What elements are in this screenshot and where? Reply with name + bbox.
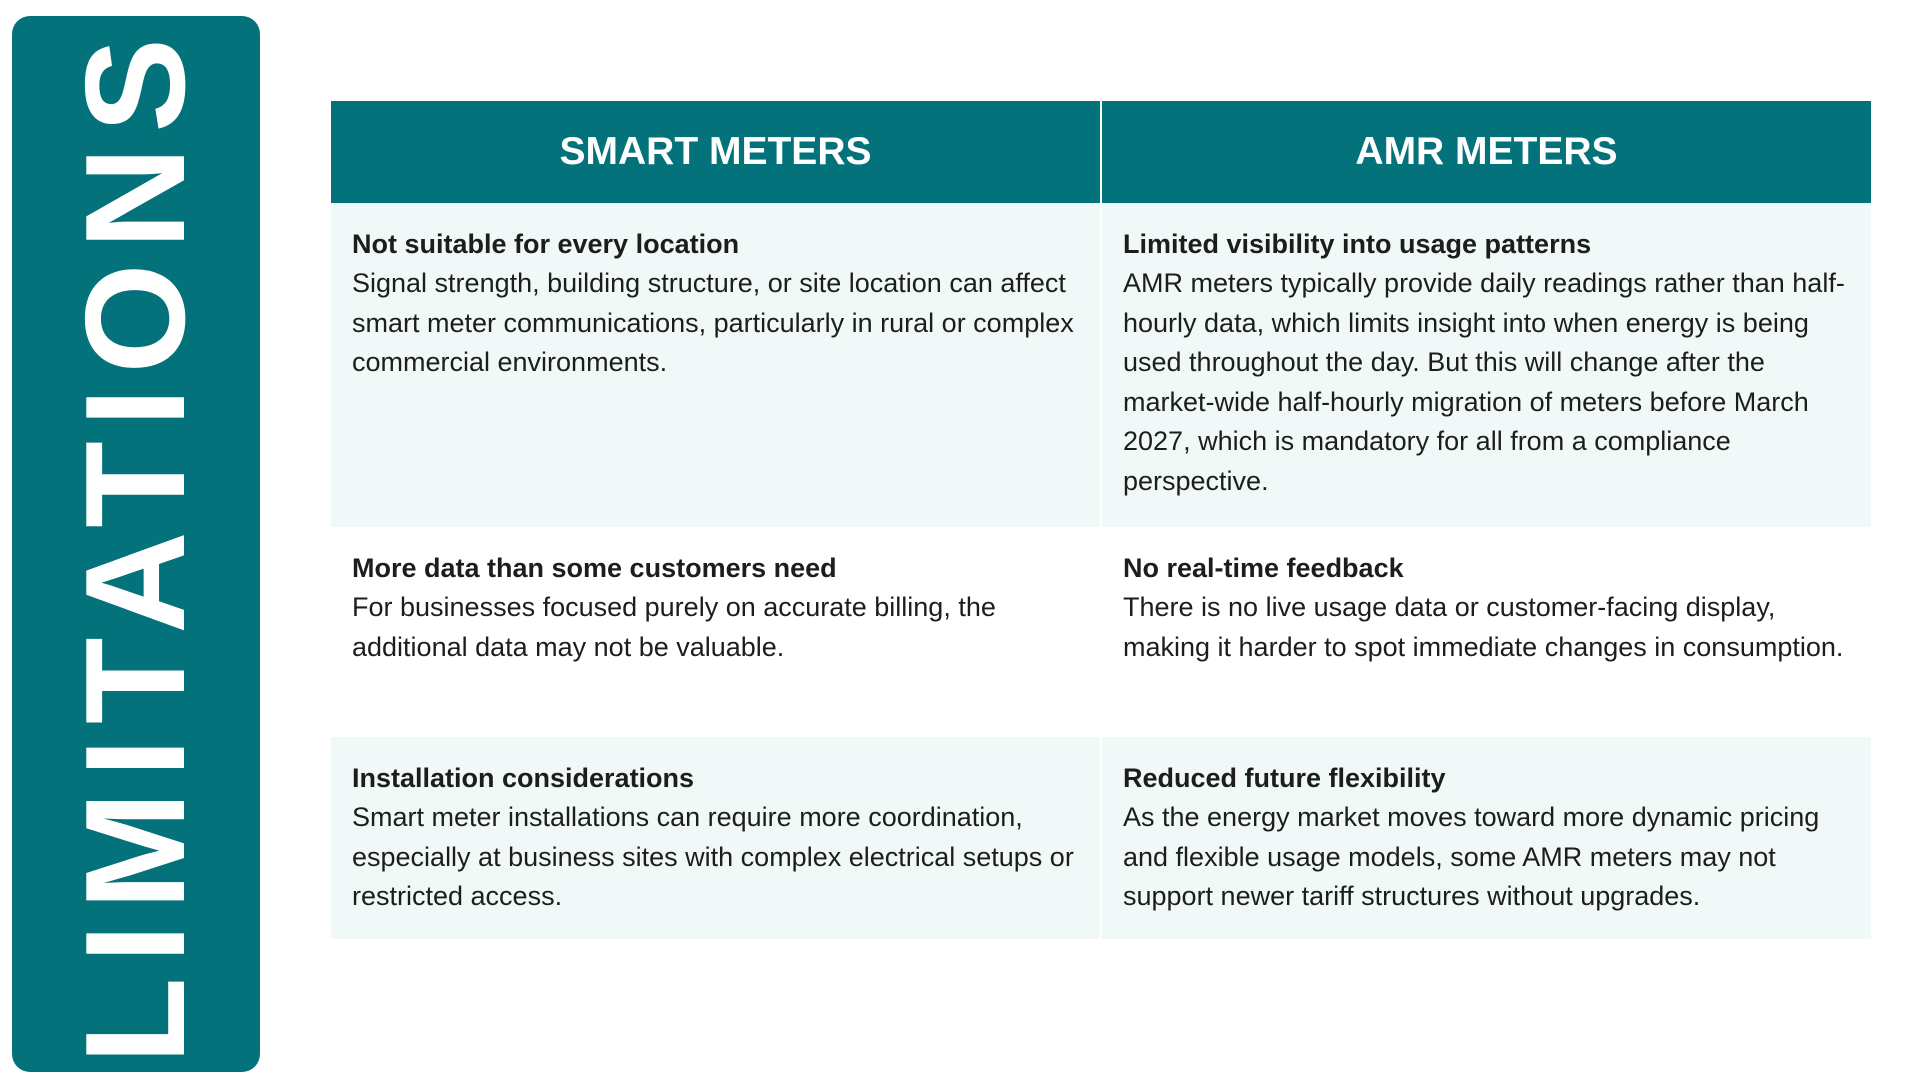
cell-title: Not suitable for every location [352,229,740,259]
column-divider [1100,101,1102,203]
cell-title: Reduced future flexibility [1123,763,1446,793]
table-cell-amr: Limited visibility into usage patterns A… [1102,203,1871,527]
cell-text: As the energy market moves toward more d… [1123,802,1820,911]
table-cell-smart: Not suitable for every location Signal s… [331,203,1100,527]
column-header-smart-meters: SMART METERS [331,101,1100,203]
cell-title: No real-time feedback [1123,553,1404,583]
table-row: Installation considerations Smart meter … [331,737,1871,939]
side-banner: LIMITATIONS [12,16,260,1072]
cell-text: Signal strength, building structure, or … [352,268,1074,377]
table-cell-amr: Reduced future flexibility As the energy… [1102,737,1871,939]
table-row: Not suitable for every location Signal s… [331,203,1871,527]
cell-text: For businesses focused purely on accurat… [352,592,996,662]
cell-title: Limited visibility into usage patterns [1123,229,1592,259]
comparison-table: SMART METERS AMR METERS Not suitable for… [331,101,1871,939]
column-divider [1100,737,1102,939]
table-cell-smart: Installation considerations Smart meter … [331,737,1100,939]
cell-text: AMR meters typically provide daily readi… [1123,268,1845,496]
cell-text: Smart meter installations can require mo… [352,802,1074,911]
cell-text: There is no live usage data or customer-… [1123,592,1844,662]
side-banner-title: LIMITATIONS [56,23,215,1065]
table-header-row: SMART METERS AMR METERS [331,101,1871,203]
cell-title: More data than some customers need [352,553,837,583]
column-header-amr-meters: AMR METERS [1102,101,1871,203]
table-cell-smart: More data than some customers need For b… [331,527,1100,737]
table-row: More data than some customers need For b… [331,527,1871,737]
table-cell-amr: No real-time feedback There is no live u… [1102,527,1871,737]
cell-title: Installation considerations [352,763,695,793]
column-divider [1100,203,1102,527]
column-divider [1100,527,1102,737]
